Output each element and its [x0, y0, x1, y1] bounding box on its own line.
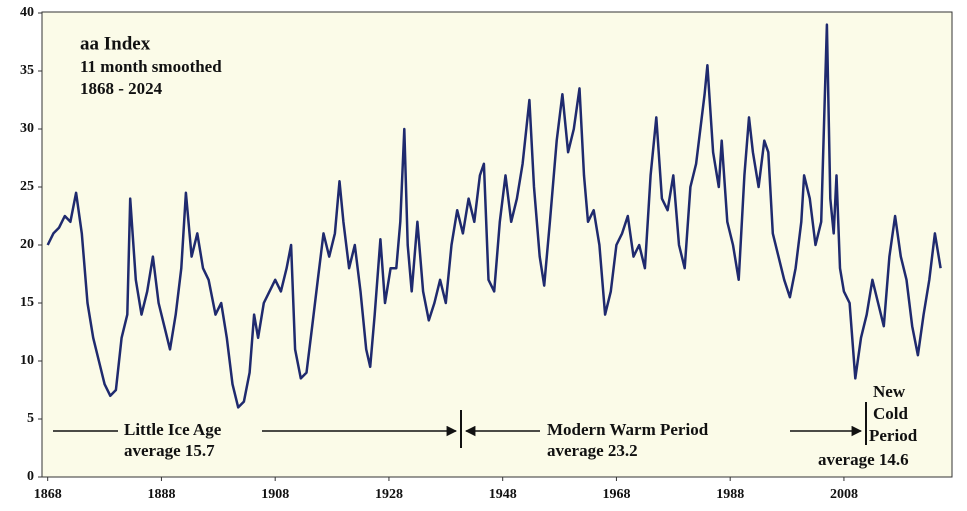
y-tick-label: 35: [20, 63, 34, 78]
y-tick-label: 10: [20, 353, 34, 368]
y-tick-label: 25: [20, 179, 34, 194]
y-tick-label: 5: [27, 411, 34, 426]
annotation: Period: [869, 426, 918, 445]
annotation: Modern Warm Period: [547, 420, 709, 439]
x-tick-label: 1968: [602, 487, 630, 502]
y-tick-label: 15: [20, 295, 34, 310]
x-tick-label: 1908: [261, 487, 289, 502]
date-range: 1868 - 2024: [80, 79, 163, 98]
annotation: average 14.6: [818, 450, 909, 469]
y-tick-label: 40: [20, 5, 34, 20]
x-tick-label: 1888: [147, 487, 175, 502]
chart-title: aa Index: [80, 33, 151, 54]
chart-subtitle: 11 month smoothed: [80, 57, 222, 76]
y-tick-label: 0: [27, 469, 34, 484]
annotation: average 15.7: [124, 441, 215, 460]
data-line: [46, 23, 942, 409]
annotation: Cold: [873, 404, 909, 423]
annotation: Little Ice Age: [124, 420, 222, 439]
x-tick-label: 1988: [716, 487, 744, 502]
x-tick-label: 1948: [489, 487, 517, 502]
x-tick-label: 1928: [375, 487, 403, 502]
annotation: average 23.2: [547, 441, 638, 460]
x-tick-label: 2008: [830, 487, 858, 502]
y-tick-label: 30: [20, 121, 34, 136]
x-tick-label: 1868: [34, 487, 62, 502]
annotation: New: [873, 382, 906, 401]
y-tick-label: 20: [20, 237, 34, 252]
